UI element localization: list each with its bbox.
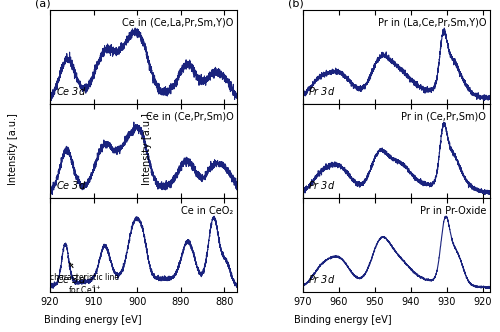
Text: (a): (a) (35, 0, 50, 8)
Text: Ce 3$d$: Ce 3$d$ (56, 179, 86, 191)
Text: Intensity [a.u.]: Intensity [a.u.] (142, 114, 152, 185)
Text: Binding energy [eV]: Binding energy [eV] (44, 315, 142, 325)
Text: Pr in Pr-Oxide: Pr in Pr-Oxide (420, 206, 486, 215)
Text: Pr in (La,Ce,Pr,Sm,Y)O: Pr in (La,Ce,Pr,Sm,Y)O (378, 18, 486, 28)
Text: Ce in (Ce,Pr,Sm)O: Ce in (Ce,Pr,Sm)O (146, 112, 234, 122)
Text: Intensity [a.u.]: Intensity [a.u.] (8, 114, 18, 185)
Text: Pr in (Ce,Pr,Sm)O: Pr in (Ce,Pr,Sm)O (402, 112, 486, 122)
Text: characteristic line
for Ce$^{4+}$: characteristic line for Ce$^{4+}$ (50, 263, 119, 296)
Text: Pr 3$d$: Pr 3$d$ (308, 273, 336, 285)
Text: Ce in CeO₂: Ce in CeO₂ (181, 206, 234, 215)
Text: (b): (b) (288, 0, 304, 8)
Text: Binding energy [eV]: Binding energy [eV] (294, 315, 392, 325)
Text: Ce in (Ce,La,Pr,Sm,Y)O: Ce in (Ce,La,Pr,Sm,Y)O (122, 18, 234, 28)
Text: Pr 3$d$: Pr 3$d$ (308, 179, 336, 191)
Text: Ce 3$d$: Ce 3$d$ (56, 273, 86, 285)
Text: Ce 3$d$: Ce 3$d$ (56, 85, 86, 97)
Text: Pr 3$d$: Pr 3$d$ (308, 85, 336, 97)
